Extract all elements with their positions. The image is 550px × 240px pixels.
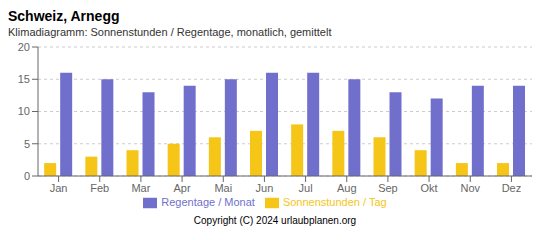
svg-text:Sep: Sep xyxy=(378,182,398,194)
svg-text:Jun: Jun xyxy=(256,182,274,194)
svg-text:20: 20 xyxy=(18,41,30,53)
svg-text:15: 15 xyxy=(18,73,30,85)
svg-text:Jan: Jan xyxy=(50,182,68,194)
html-text:Copyright (C) 2024 urlaubplane: Copyright (C) 2024 urlaubplanen.org xyxy=(193,215,357,226)
svg-text:Mar: Mar xyxy=(131,182,150,194)
svg-text:Apr: Apr xyxy=(174,182,191,194)
svg-text:5: 5 xyxy=(24,138,30,150)
svg-text:0: 0 xyxy=(24,170,30,182)
svg-text:10: 10 xyxy=(18,105,30,117)
html-text:Sonnenstunden / Tag: Sonnenstunden / Tag xyxy=(282,196,387,208)
html-text:Schweiz, Arnegg: Schweiz, Arnegg xyxy=(8,8,120,24)
html-text:Klimadiagramm: Sonnenstunden /: Klimadiagramm: Sonnenstunden / Regentage… xyxy=(8,26,332,38)
html-text:Regentage / Monat: Regentage / Monat xyxy=(161,196,255,208)
svg-text:Aug: Aug xyxy=(337,182,357,194)
svg-text:Feb: Feb xyxy=(90,182,109,194)
svg-text:Nov: Nov xyxy=(460,182,480,194)
svg-text:Okt: Okt xyxy=(421,182,438,194)
svg-text:Dez: Dez xyxy=(502,182,522,194)
svg-text:Mai: Mai xyxy=(214,182,232,194)
svg-text:Jul: Jul xyxy=(299,182,313,194)
